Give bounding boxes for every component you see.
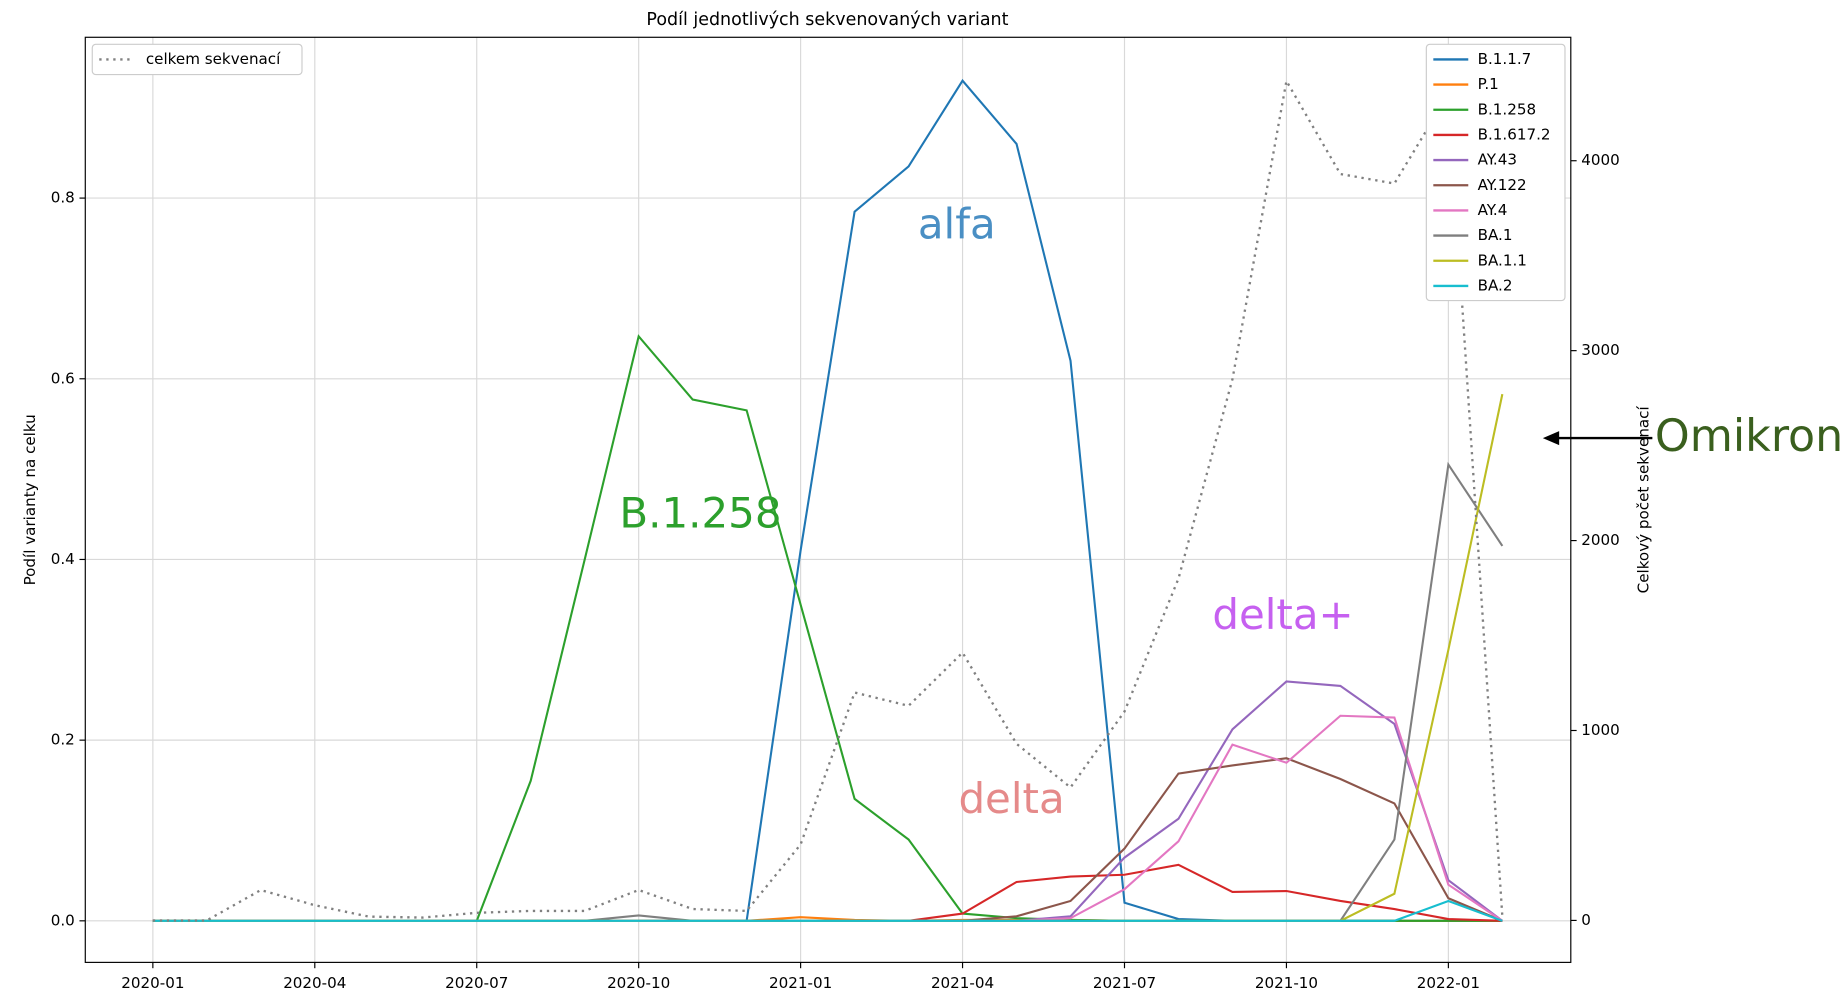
y-tick-label: 0.2 [51, 731, 75, 749]
annotation: alfa [918, 200, 996, 249]
legend-label: P.1 [1478, 75, 1499, 93]
x-tick-label: 2020-10 [607, 974, 670, 992]
legend-label: AY.43 [1478, 151, 1517, 169]
y-tick-label: 0.6 [51, 369, 75, 387]
x-tick-label: 2021-01 [769, 974, 832, 992]
series-line [152, 899, 1503, 922]
y-axis-label: Podíl varianty na celku [21, 414, 39, 585]
legend-label: AY.122 [1478, 176, 1527, 194]
y2-tick-label: 1000 [1581, 721, 1620, 739]
x-tick-label: 2020-07 [445, 974, 508, 992]
x-tick-label: 2021-07 [1093, 974, 1156, 992]
legend-box [91, 43, 303, 76]
y-tick-label: 0.0 [51, 911, 75, 929]
legend-label: BA.1 [1478, 226, 1513, 244]
annotation: delta [958, 774, 1064, 823]
series-line [152, 680, 1503, 922]
legend-label: B.1.617.2 [1478, 125, 1551, 143]
y2-axis-label: Celkový počet sekvenací [1635, 406, 1653, 594]
legend-label: celkem sekvenací [146, 50, 281, 68]
series-line [152, 714, 1503, 922]
legend-label: B.1.1.7 [1478, 50, 1532, 68]
annotation: B.1.258 [619, 489, 781, 538]
plot-frame [84, 36, 1572, 963]
y2-tick-label: 3000 [1581, 341, 1620, 359]
y2-tick-label: 2000 [1581, 531, 1620, 549]
y2-tick-label: 0 [1581, 911, 1591, 929]
series-line [152, 757, 1503, 922]
x-tick-label: 2021-10 [1255, 974, 1318, 992]
x-tick-label: 2021-04 [931, 974, 994, 992]
series-line [152, 78, 1503, 922]
y-tick-label: 0.4 [51, 550, 75, 568]
series-line [152, 393, 1504, 922]
annotation: Omikron [1655, 411, 1843, 462]
x-tick-label: 2022-01 [1417, 974, 1480, 992]
x-tick-label: 2020-01 [121, 974, 184, 992]
annotation-arrowhead [1542, 431, 1560, 446]
chart-title: Podíl jednotlivých sekvenovaných variant [646, 10, 1008, 30]
series-line [152, 863, 1503, 922]
annotation: delta+ [1212, 590, 1353, 639]
y2-tick-label: 4000 [1581, 151, 1620, 169]
series-line [152, 77, 1504, 922]
y-tick-label: 0.8 [51, 189, 75, 207]
legend-label: BA.1.1 [1478, 251, 1527, 269]
legend-label: BA.2 [1478, 276, 1513, 294]
legend-label: B.1.258 [1478, 100, 1536, 118]
x-tick-label: 2020-04 [283, 974, 346, 992]
series-line [152, 461, 1504, 922]
legend-label: AY.4 [1478, 201, 1508, 219]
